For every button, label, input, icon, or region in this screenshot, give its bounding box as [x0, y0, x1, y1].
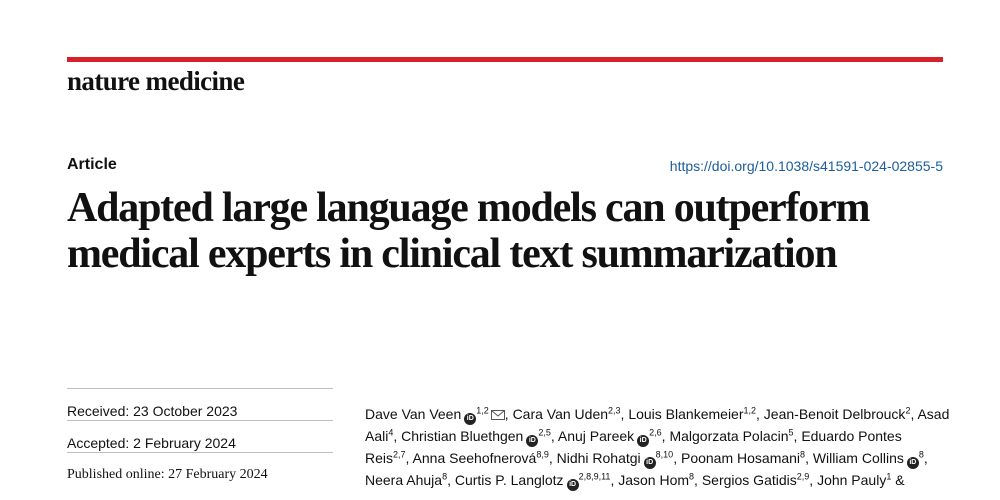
affiliation-numbers[interactable]: 4 — [388, 427, 394, 438]
author-name[interactable]: William Collins — [812, 450, 904, 466]
author-entry: Jason Hom8, — [618, 472, 702, 488]
author-separator: , — [793, 428, 802, 444]
author-entry: Eduardo Pontes Reis2,7, — [365, 428, 902, 466]
affiliation-numbers[interactable]: 1,2 — [476, 405, 489, 416]
article-title: Adapted large language models can outper… — [67, 185, 871, 277]
author-name[interactable]: Christian Bluethgen — [401, 428, 524, 444]
author-entry: Asad Aali4, — [365, 406, 949, 444]
author-entry: Nidhi Rohatgi iD8,10, — [556, 449, 681, 469]
affiliation-numbers[interactable]: 5 — [788, 427, 794, 438]
author-entry: Neera Ahuja8, — [365, 472, 455, 488]
affiliation-numbers[interactable]: 2,7 — [393, 449, 406, 460]
publication-dates: Received: 23 October 2023 Accepted: 2 Fe… — [67, 388, 333, 484]
author-separator: , — [620, 406, 629, 422]
journal-name[interactable]: nature medicine — [67, 66, 245, 96]
author-separator: , — [447, 472, 455, 488]
author-separator: , — [610, 472, 619, 488]
author-entry: Dave Van Veen iD1,2, — [365, 405, 513, 425]
affiliation-numbers[interactable]: 8 — [918, 449, 924, 460]
author-separator: , — [805, 450, 813, 466]
author-name[interactable]: Curtis P. Langlotz — [454, 472, 564, 488]
author-separator: , — [756, 406, 764, 422]
affiliation-numbers[interactable]: 8,9 — [536, 449, 549, 460]
author-name[interactable]: Malgorzata Polacin — [669, 428, 789, 444]
author-entry: Christian Bluethgen iD2,5, — [401, 427, 558, 447]
orcid-icon[interactable]: iD — [526, 435, 539, 447]
author-name[interactable]: Jean-Benoit Delbrouck — [763, 406, 906, 422]
affiliation-numbers[interactable]: 8 — [442, 471, 448, 482]
author-name[interactable]: John Pauly — [817, 472, 887, 488]
published-date: Published online: 27 February 2024 — [67, 452, 333, 484]
affiliation-numbers[interactable]: 2,5 — [538, 427, 551, 438]
author-separator: , — [923, 450, 928, 466]
author-name[interactable]: Louis Blankemeier — [628, 406, 744, 422]
affiliation-numbers[interactable]: 2,8,9,11 — [578, 471, 611, 482]
author-name[interactable]: Nidhi Rohatgi — [556, 450, 641, 466]
author-entry: William Collins iD8, — [812, 449, 928, 469]
accepted-date: Accepted: 2 February 2024 — [67, 420, 333, 452]
doi-link[interactable]: https://doi.org/10.1038/s41591-024-02855… — [669, 158, 943, 174]
affiliation-numbers[interactable]: 2,6 — [649, 427, 662, 438]
author-name[interactable]: Neera Ahuja — [365, 472, 443, 488]
author-name[interactable]: Cara Van Uden — [512, 406, 609, 422]
author-entry: Jean-Benoit Delbrouck2, — [764, 406, 918, 422]
author-separator: , — [393, 428, 402, 444]
author-name[interactable]: Eduardo Pontes Reis — [365, 428, 902, 466]
author-separator: , — [673, 450, 681, 466]
author-separator: , — [550, 428, 558, 444]
author-name[interactable]: Anna Seehofnerová — [412, 450, 537, 466]
author-name[interactable]: Poonam Hosamani — [680, 450, 801, 466]
envelope-icon[interactable] — [490, 410, 505, 420]
author-name[interactable]: Sergios Gatidis — [701, 472, 797, 488]
author-entry: Poonam Hosamani8, — [681, 450, 813, 466]
author-name[interactable]: Asad Aali — [365, 406, 950, 444]
author-separator: , — [809, 472, 818, 488]
author-separator: , — [694, 472, 702, 488]
affiliation-numbers[interactable]: 2,3 — [608, 405, 621, 416]
author-separator: , — [910, 406, 918, 422]
author-separator: & — [891, 472, 905, 488]
affiliation-numbers[interactable]: 8 — [689, 471, 695, 482]
orcid-icon[interactable]: iD — [464, 413, 477, 425]
author-name[interactable]: Anuj Pareek — [557, 428, 635, 444]
article-type: Article — [67, 156, 117, 173]
affiliation-numbers[interactable]: 8,10 — [655, 449, 674, 460]
received-date: Received: 23 October 2023 — [67, 388, 333, 420]
author-entry: Louis Blankemeier1,2, — [628, 406, 763, 422]
author-entry: Anna Seehofnerová8,9, — [413, 450, 557, 466]
affiliation-numbers[interactable]: 2 — [905, 405, 911, 416]
author-name[interactable]: Jason Hom — [618, 472, 690, 488]
orcid-icon[interactable]: iD — [566, 479, 579, 491]
author-entry: Anuj Pareek iD2,6, — [557, 427, 670, 447]
author-separator: , — [661, 428, 670, 444]
author-separator: , — [504, 406, 513, 422]
affiliation-numbers[interactable]: 1,2 — [743, 405, 757, 416]
author-entry: Malgorzata Polacin5, — [669, 428, 801, 444]
journal-header-rule — [67, 57, 943, 62]
author-list: Dave Van Veen iD1,2, Cara Van Uden2,3, Lo… — [365, 403, 950, 491]
affiliation-numbers[interactable]: 8 — [800, 449, 806, 460]
orcid-icon[interactable]: iD — [637, 435, 650, 447]
orcid-icon[interactable]: iD — [643, 457, 656, 469]
author-entry: John Pauly1 & — [817, 472, 905, 488]
author-entry: Sergios Gatidis2,9, — [702, 472, 817, 488]
orcid-icon[interactable]: iD — [906, 457, 919, 469]
affiliation-numbers[interactable]: 2,9 — [796, 471, 810, 482]
affiliation-numbers[interactable]: 1 — [886, 471, 892, 482]
author-separator: , — [548, 450, 557, 466]
author-entry: Curtis P. Langlotz iD2,8,9,11, — [454, 471, 619, 491]
author-separator: , — [405, 450, 413, 466]
author-entry: Cara Van Uden2,3, — [513, 406, 629, 422]
author-name[interactable]: Dave Van Veen — [365, 406, 462, 422]
